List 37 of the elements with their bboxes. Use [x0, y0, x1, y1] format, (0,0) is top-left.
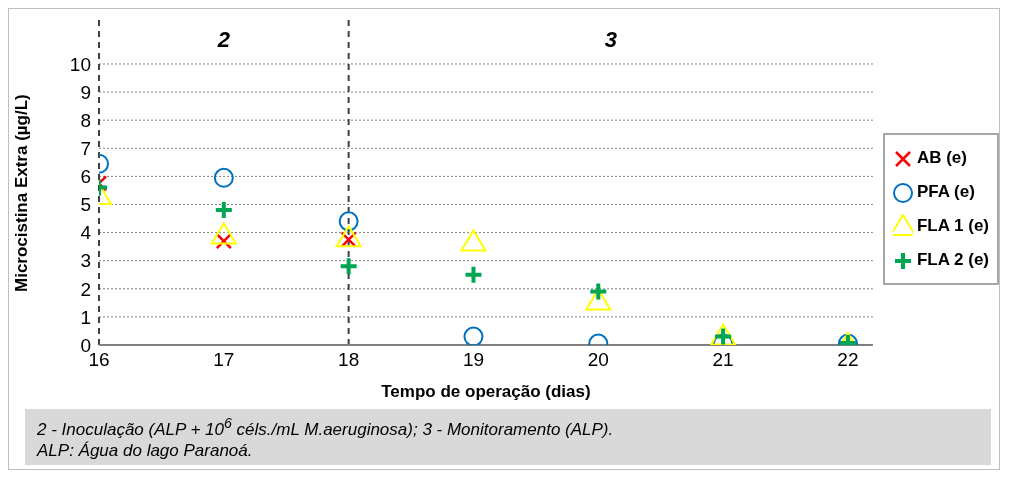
- y-tick-label: 10: [69, 53, 91, 75]
- point: [338, 211, 359, 232]
- y-axis-title: Microcistina Extra (µg/L): [12, 94, 32, 292]
- y-tick-label: 4: [80, 222, 92, 244]
- point: [588, 281, 609, 302]
- y-tick-label: 5: [80, 194, 91, 216]
- y-tick-label: 9: [80, 81, 91, 103]
- legend-label: FLA 1 (e): [916, 216, 989, 236]
- y-tick-label: 3: [80, 250, 91, 272]
- point: [335, 225, 362, 248]
- y-tick-label: 6: [80, 166, 91, 188]
- x-tick-label: 17: [213, 349, 235, 371]
- point: [463, 264, 484, 285]
- point: [463, 326, 484, 345]
- legend-label: FLA 2 (e): [916, 250, 989, 270]
- y-tick-label: 7: [80, 138, 91, 160]
- y-tick-label: 1: [80, 306, 91, 328]
- x-tick-label: 19: [462, 349, 485, 371]
- y-tick-label: 2: [80, 278, 91, 300]
- y-tick-label: 8: [80, 109, 91, 131]
- point: [338, 256, 359, 277]
- legend-label: PFA (e): [916, 182, 975, 202]
- x-tick-label: 20: [587, 349, 609, 371]
- point: [210, 222, 237, 245]
- x-tick-label: 22: [837, 349, 859, 371]
- point: [213, 167, 234, 188]
- annotation: 2: [216, 26, 231, 52]
- y-tick-label: 0: [80, 334, 91, 356]
- text: ALP: Água do lago Paranoá.: [37, 439, 254, 461]
- annotation: 3: [604, 26, 617, 52]
- text: 2 - Inoculação (ALP + 10$^{6}$ céls./mL M.aeruginosa); 3 - Monitoramento (ALP).: [37, 414, 615, 440]
- x-axis-title: Tempo de operação (dias): [381, 382, 591, 401]
- x-tick-label: 18: [338, 349, 360, 371]
- x-tick-label: 21: [712, 349, 734, 371]
- point: [213, 200, 234, 221]
- point: [460, 229, 487, 252]
- legend-label: AB (e): [916, 148, 967, 168]
